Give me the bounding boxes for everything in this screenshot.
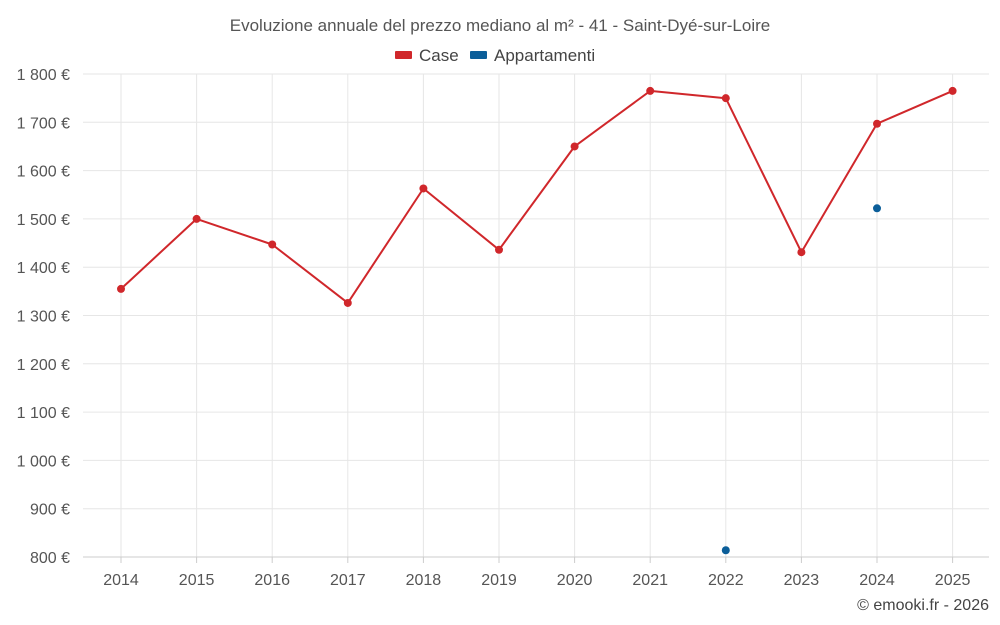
x-tick-label: 2015 [179, 572, 215, 589]
data-point-case [192, 214, 201, 223]
data-point-appartamenti [721, 546, 730, 555]
y-tick-label: 1 200 € [17, 357, 70, 374]
y-tick-label: 800 € [30, 550, 70, 567]
data-point-case [268, 240, 277, 249]
x-tick-label: 2018 [406, 572, 442, 589]
data-point-case [948, 86, 957, 95]
legend-item-case[interactable]: Case [395, 46, 459, 65]
y-tick-label: 1 600 € [17, 164, 70, 181]
credit-text: © emooki.fr - 2026 [857, 597, 989, 614]
grid-lines [83, 73, 989, 557]
x-tick-label: 2019 [481, 572, 517, 589]
x-tick-label: 2014 [103, 572, 139, 589]
y-tick-label: 1 000 € [17, 453, 70, 470]
x-tick-label: 2020 [557, 572, 593, 589]
data-point-case [570, 142, 579, 151]
series-layer [117, 86, 957, 555]
data-point-case [721, 94, 730, 103]
x-tick-label: 2024 [859, 572, 895, 589]
legend: Case Appartamenti [395, 46, 595, 65]
data-point-case [797, 248, 806, 257]
legend-swatch-appartamenti [470, 51, 487, 59]
data-point-case [343, 298, 352, 307]
y-tick-label: 900 € [30, 502, 70, 519]
y-tick-label: 1 400 € [17, 260, 70, 277]
series-line-case [120, 89, 953, 304]
y-tick-label: 1 700 € [17, 115, 70, 132]
legend-label-case: Case [419, 46, 459, 65]
legend-swatch-case [395, 51, 412, 59]
legend-label-appartamenti: Appartamenti [494, 46, 595, 65]
data-point-case [419, 184, 428, 193]
x-tick-label: 2023 [784, 572, 820, 589]
y-tick-label: 1 500 € [17, 212, 70, 229]
y-tick-label: 1 800 € [17, 67, 70, 84]
y-tick-label: 1 300 € [17, 309, 70, 326]
x-tick-label: 2016 [254, 572, 290, 589]
chart-title: Evoluzione annuale del prezzo mediano al… [230, 16, 771, 35]
data-point-case [495, 245, 503, 254]
data-point-case [117, 284, 125, 293]
legend-item-appartamenti[interactable]: Appartamenti [470, 46, 595, 65]
data-point-case [646, 86, 655, 95]
data-point-case [873, 119, 881, 128]
x-tick-label: 2021 [632, 572, 668, 589]
axes: 800 € 900 € 1 000 € 1 100 € 1 200 € 1 300 € 1 … [17, 67, 989, 589]
y-tick-label: 1 100 € [17, 405, 70, 422]
x-tick-label: 2017 [330, 572, 366, 589]
x-tick-label: 2022 [708, 572, 744, 589]
x-tick-label: 2025 [935, 572, 971, 589]
data-point-appartamenti [873, 204, 881, 213]
